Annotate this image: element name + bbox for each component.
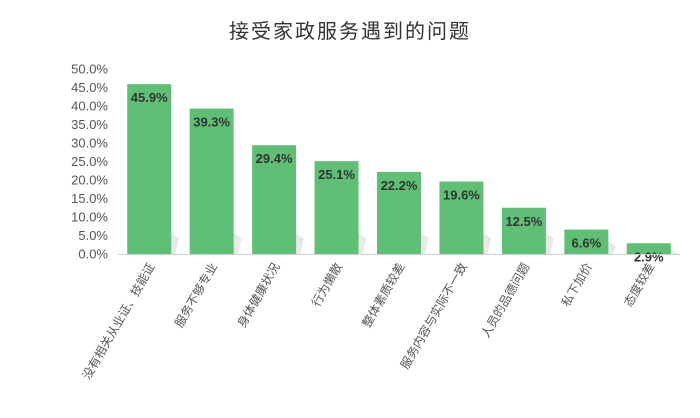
bar (501, 207, 546, 254)
data-label: 25.1% (318, 167, 355, 182)
bar (127, 84, 172, 254)
y-tick-label: 0.0% (78, 247, 108, 262)
x-tick-label: 态度较差 (620, 260, 657, 309)
y-tick-label: 35.0% (71, 117, 108, 132)
x-axis-ticks: 没有相关从业证、技能证 服务不够专业 身体健康状况 行为懒散 整体素质较差服务内容与实际… (79, 260, 658, 382)
bar (314, 161, 359, 254)
y-tick-label: 10.0% (71, 210, 108, 225)
y-tick-label: 45.0% (71, 80, 108, 95)
bars (127, 84, 671, 254)
bar (439, 181, 484, 254)
x-tick-label: 行为懒散 (308, 260, 345, 309)
bar (564, 229, 609, 254)
y-tick-label: 5.0% (78, 228, 108, 243)
data-label: 12.5% (505, 214, 542, 229)
y-tick-label: 20.0% (71, 173, 108, 188)
y-tick-label: 50.0% (71, 62, 108, 77)
x-tick-label: 身体健康状况 (234, 260, 283, 330)
data-label: 39.3% (193, 115, 230, 130)
bar (189, 108, 234, 254)
data-label: 29.4% (256, 151, 293, 166)
data-labels: 45.9% 39.3% 29.4% 25.1% 22.2% 19.6% 12.5% 6.6% 2… (131, 90, 664, 264)
data-label: 45.9% (131, 90, 168, 105)
data-label: 22.2% (381, 178, 418, 193)
y-axis-ticks: 0.0% 5.0% 10.0% 15.0% 20.0% 25.0% 30.0% 35.0% 40… (71, 62, 108, 262)
x-tick-label: 服务内容与实际不一致 (397, 260, 470, 371)
x-tick-label: 私下加价 (559, 261, 595, 310)
data-label: 2.9% (634, 249, 664, 264)
x-tick-label: 整体素质较差 (359, 260, 408, 330)
chart-title: 接受家政服务遇到的问题 (229, 19, 471, 43)
data-label: 19.6% (443, 187, 480, 202)
bar (252, 145, 297, 254)
bar (626, 243, 671, 254)
y-tick-label: 15.0% (71, 191, 108, 206)
x-tick-label: 没有相关从业证、技能证 (79, 260, 158, 382)
y-tick-label: 30.0% (71, 136, 108, 151)
x-tick-label: 人员的品德问题 (477, 260, 532, 340)
data-label: 6.6% (572, 236, 602, 251)
bar (377, 171, 421, 254)
x-tick-label: 服务不够专业 (171, 260, 220, 330)
y-tick-label: 25.0% (71, 154, 108, 169)
y-tick-label: 40.0% (71, 99, 108, 114)
